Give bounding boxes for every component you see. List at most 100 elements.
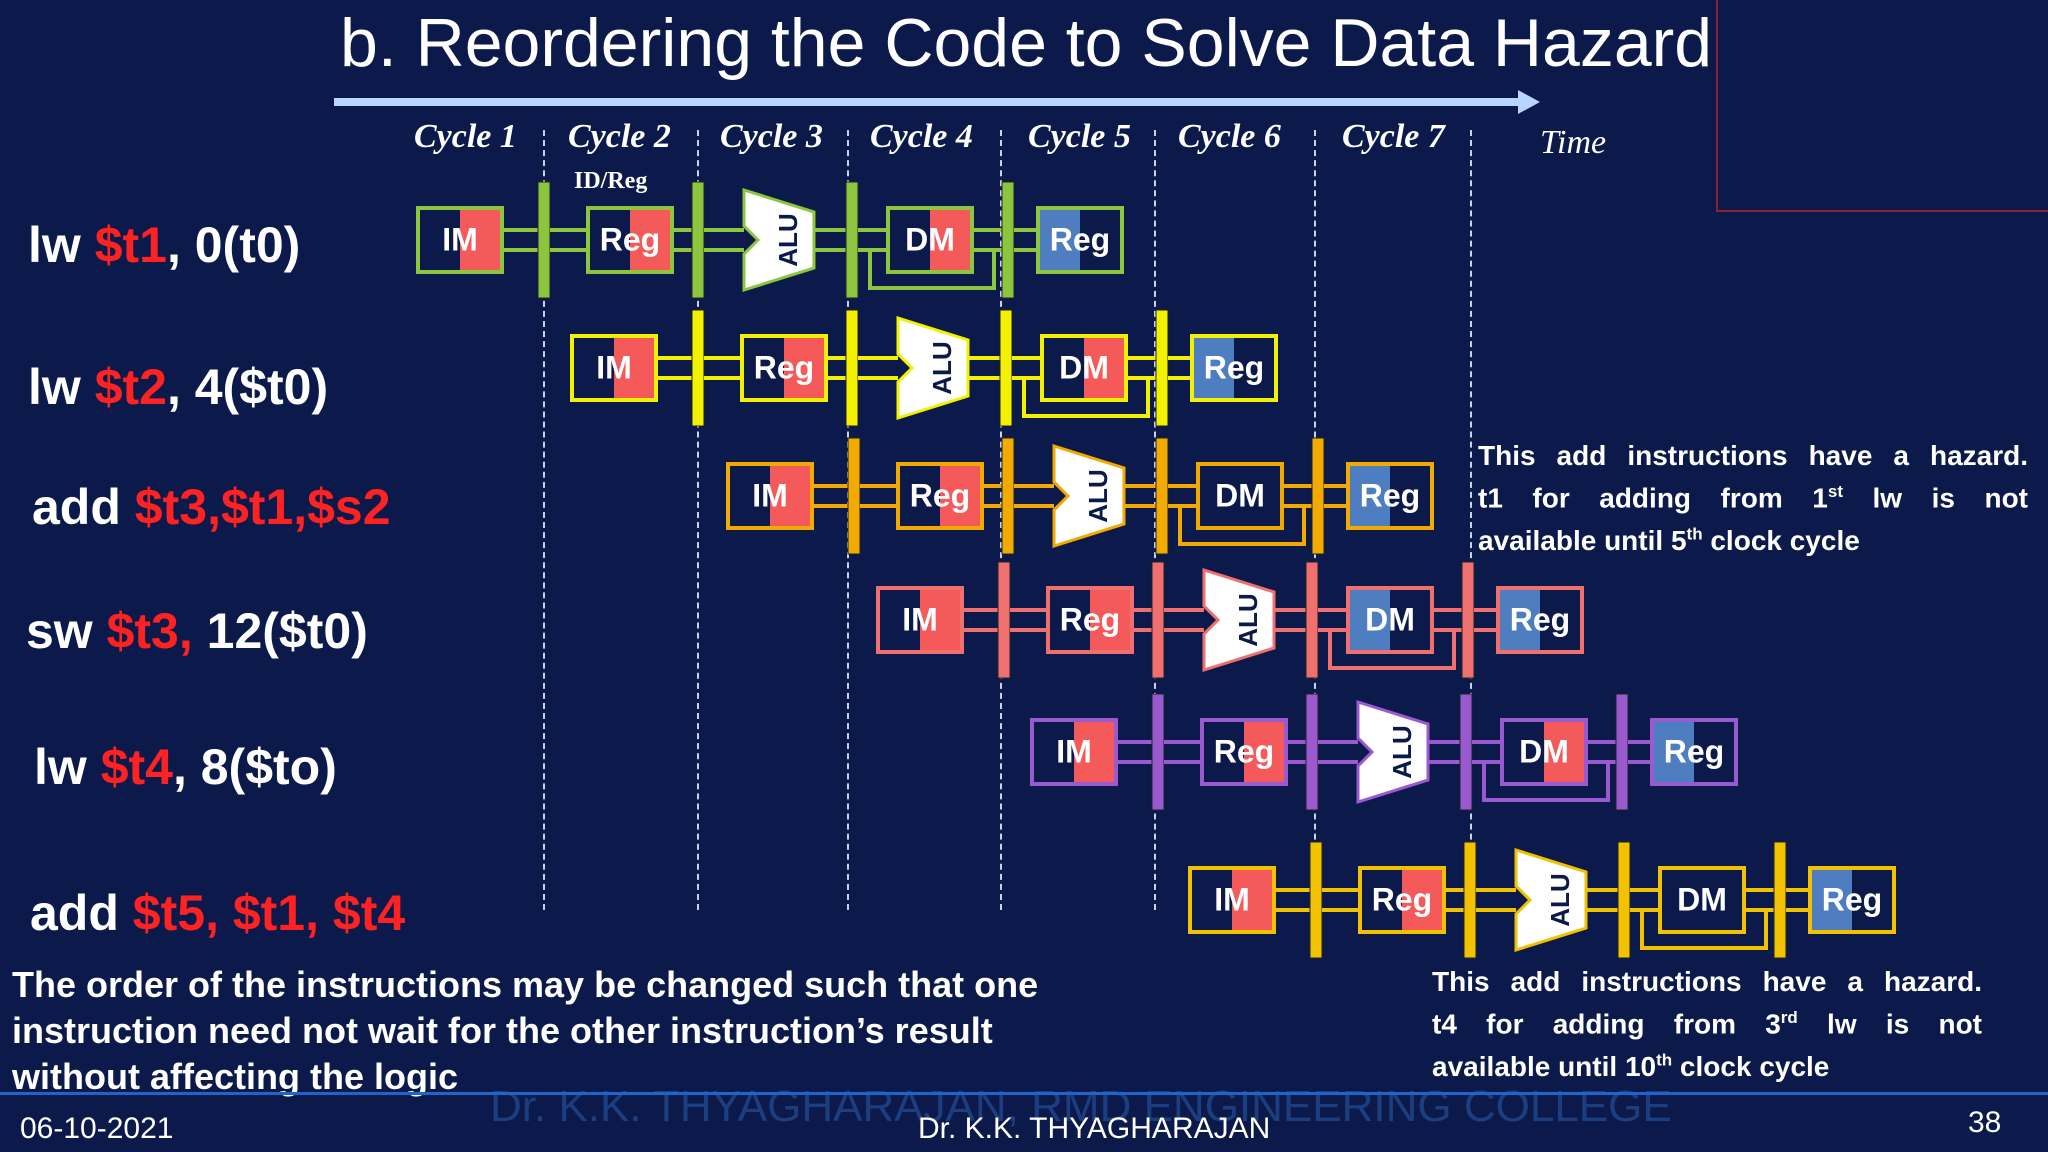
row-5-latch-mem-wb (1615, 693, 1629, 811)
row-4-dm-label: DM (1365, 601, 1415, 637)
row-6-latch-ex-mem (1617, 841, 1631, 959)
row-3-alu-label: ALU (1083, 469, 1113, 522)
row-1-im-label: IM (442, 221, 478, 257)
row-5-latch-id-ex (1305, 693, 1319, 811)
row-1-dm-shade (930, 210, 970, 270)
instruction-1: lw $t1, 0(t0) (28, 217, 301, 273)
row-2-latch-ex-mem (999, 309, 1013, 427)
row-3-im-label: IM (752, 477, 788, 513)
row-1-latch-ex-mem (845, 181, 859, 299)
row-4-wb-label: Reg (1510, 601, 1570, 637)
row-3-im-shade (770, 466, 810, 526)
row-6-alu (1514, 847, 1588, 953)
row-1-latch-if-id (537, 181, 551, 299)
row-2-im-label: IM (596, 349, 632, 385)
hazard-note-2-line-1: This add instructions have a hazard. (1432, 966, 1982, 997)
corner-decoration (1716, 0, 1718, 212)
pipeline-wire (1328, 630, 1456, 670)
row-1-alu-label: ALU (773, 213, 803, 266)
row-2-reg-shade (784, 338, 824, 398)
row-4-im-shade (920, 590, 960, 650)
row-3-dm-label: DM (1215, 477, 1265, 513)
row-6-dm-label: DM (1677, 881, 1727, 917)
row-2-latch-if-id (691, 309, 705, 427)
id-reg-label: ID/Reg (574, 168, 648, 194)
row-4-latch-mem-wb (1461, 561, 1475, 679)
watermark: Dr. K.K. THYAGHARAJAN, RMD ENGINEERING C… (490, 1082, 1672, 1131)
row-6-im-label: IM (1214, 881, 1250, 917)
pipeline-wire (1482, 762, 1610, 802)
row-1-dm-label: DM (905, 221, 955, 257)
row-5-dm-label: DM (1519, 733, 1569, 769)
row-2-alu (896, 315, 970, 421)
row-5-im-shade (1074, 722, 1114, 782)
row-5-reg-label: Reg (1214, 733, 1274, 769)
row-1-wb-label: Reg (1050, 221, 1110, 257)
explanation-text: The order of the instructions may be cha… (12, 962, 1038, 1100)
row-1-reg-shade (630, 210, 670, 270)
cycle-label-5: Cycle 5 (1028, 118, 1131, 155)
time-arrow-head (1518, 90, 1540, 114)
row-6-dm-box (1658, 866, 1746, 934)
row-6-im-shade (1232, 870, 1272, 930)
row-4-wb-shade (1500, 590, 1540, 650)
row-2-latch-mem-wb (1155, 309, 1169, 427)
cycle-label-3: Cycle 3 (720, 118, 823, 155)
row-4-latch-id-ex (1151, 561, 1165, 679)
row-6-latch-if-id (1309, 841, 1323, 959)
cycle-divider (697, 130, 699, 910)
row-5-alu-label: ALU (1387, 725, 1417, 778)
explanation-line-3: without affecting the logic (12, 1056, 458, 1097)
instruction-6: add $t5, $t1, $t4 (30, 885, 406, 941)
row-2-wb-shade (1194, 338, 1234, 398)
row-5-wb-label: Reg (1664, 733, 1724, 769)
row-4-reg-shade (1090, 590, 1130, 650)
row-3-latch-id-ex (1001, 437, 1015, 555)
row-2-dm-shade (1084, 338, 1124, 398)
row-1-alu (742, 187, 816, 293)
row-2-alu-label: ALU (927, 341, 957, 394)
row-1-reg-label: Reg (600, 221, 660, 257)
instruction-4: sw $t3, 12($t0) (26, 603, 368, 659)
cycle-divider (1154, 130, 1156, 910)
hazard-note-2: This add instructions have a hazard. t4 … (1432, 964, 1982, 1085)
row-6-wb-shade (1812, 870, 1852, 930)
cycle-divider (1470, 130, 1472, 910)
slide-title: b. Reordering the Code to Solve Data Haz… (340, 5, 1713, 81)
cycle-label-2: Cycle 2 (568, 118, 671, 155)
row-1-latch-mem-wb (1001, 181, 1015, 299)
row-6-latch-mem-wb (1773, 841, 1787, 959)
row-1-wb-shade (1040, 210, 1080, 270)
row-2-dm-label: DM (1059, 349, 1109, 385)
row-3-alu (1052, 443, 1126, 549)
explanation-line-2: instruction need not wait for the other … (12, 1010, 993, 1051)
cycle-divider (1000, 130, 1002, 910)
row-3-wb-label: Reg (1360, 477, 1420, 513)
page-number: 38 (1968, 1106, 2002, 1139)
cycle-label-1: Cycle 1 (414, 118, 517, 155)
cycle-label-4: Cycle 4 (870, 118, 973, 155)
row-5-alu (1356, 699, 1430, 805)
row-4-latch-if-id (997, 561, 1011, 679)
cycle-label-6: Cycle 6 (1178, 118, 1281, 155)
row-6-reg-label: Reg (1372, 881, 1432, 917)
row-4-dm-shade (1350, 590, 1390, 650)
row-4-alu (1202, 567, 1276, 673)
row-4-reg-label: Reg (1060, 601, 1120, 637)
instruction-2: lw $t2, 4($t0) (28, 359, 329, 415)
hazard-note-2-line-3: available until 10th clock cycle (1432, 1050, 1830, 1082)
row-3-wb-shade (1350, 466, 1390, 526)
explanation-line-1: The order of the instructions may be cha… (12, 964, 1039, 1005)
row-2-im-shade (614, 338, 654, 398)
row-3-reg-shade (940, 466, 980, 526)
row-1-latch-id-ex (691, 181, 705, 299)
row-3-latch-if-id (847, 437, 861, 555)
pipeline-wire (1178, 506, 1306, 546)
corner-decoration (1716, 210, 2048, 212)
footer-author: Dr. K.K. THYAGHARAJAN (918, 1112, 1271, 1145)
hazard-note-1-line-3: available until 5th clock cycle (1478, 524, 1860, 556)
row-4-alu-label: ALU (1233, 593, 1263, 646)
row-2-reg-label: Reg (754, 349, 814, 385)
row-4-im-label: IM (902, 601, 938, 637)
